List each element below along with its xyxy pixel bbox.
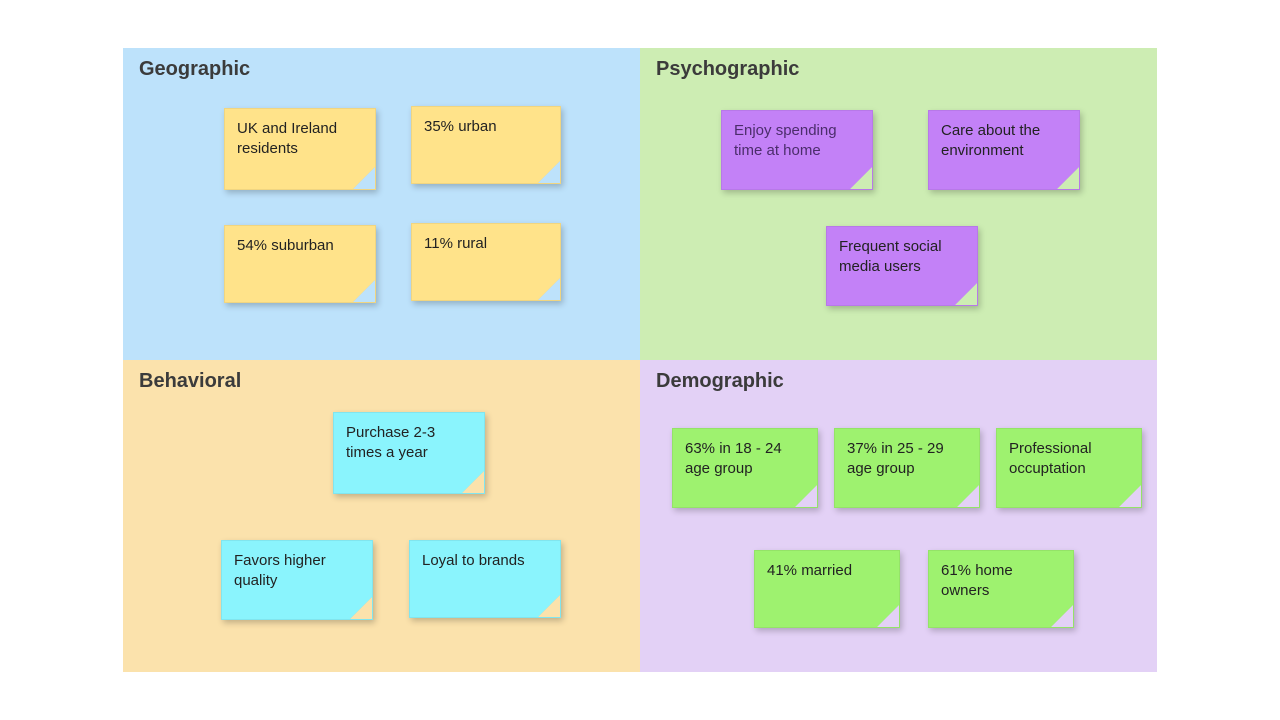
sticky-note-text: 63% in 18 - 24 age group (685, 439, 803, 480)
sticky-note[interactable]: Professional occuptation (996, 428, 1142, 508)
sticky-note[interactable]: Favors higher quality (221, 540, 373, 620)
quadrant-title-behavioral: Behavioral (139, 370, 241, 393)
sticky-note[interactable]: Care about the environment (928, 110, 1080, 190)
note-fold-icon (462, 471, 484, 493)
sticky-note[interactable]: 41% married (754, 550, 900, 628)
quadrant-demographic: Demographic 63% in 18 - 24 age group 37% i… (640, 360, 1157, 672)
quadrant-title-geographic: Geographic (139, 58, 250, 81)
sticky-note-text: Loyal to brands (422, 551, 546, 571)
sticky-note[interactable]: Loyal to brands (409, 540, 561, 618)
sticky-note[interactable]: 35% urban (411, 106, 561, 184)
sticky-note-text: 61% home owners (941, 561, 1059, 602)
note-fold-icon (1057, 167, 1079, 189)
quadrant-psychographic: Psychographic Enjoy spending time at home… (640, 48, 1157, 360)
sticky-note[interactable]: 11% rural (411, 223, 561, 301)
note-fold-icon (877, 605, 899, 627)
quadrant-title-demographic: Demographic (656, 370, 784, 393)
sticky-note-text: Enjoy spending time at home (734, 121, 858, 162)
note-fold-icon (353, 167, 375, 189)
note-fold-icon (538, 595, 560, 617)
sticky-note-text: Frequent social media users (839, 237, 963, 278)
sticky-note[interactable]: Enjoy spending time at home (721, 110, 873, 190)
sticky-note-text: 41% married (767, 561, 885, 581)
sticky-note[interactable]: 54% suburban (224, 225, 376, 303)
sticky-note[interactable]: 61% home owners (928, 550, 1074, 628)
note-fold-icon (350, 597, 372, 619)
sticky-note-text: Purchase 2-3 times a year (346, 423, 470, 464)
note-fold-icon (538, 161, 560, 183)
segmentation-canvas: Geographic UK and Ireland residents 35% ur… (123, 48, 1157, 672)
sticky-note-text: UK and Ireland residents (237, 119, 361, 160)
sticky-note[interactable]: 37% in 25 - 29 age group (834, 428, 980, 508)
note-fold-icon (1119, 485, 1141, 507)
sticky-note-text: 37% in 25 - 29 age group (847, 439, 965, 480)
sticky-note-text: 11% rural (424, 234, 546, 254)
note-fold-icon (538, 278, 560, 300)
note-fold-icon (850, 167, 872, 189)
quadrant-title-psychographic: Psychographic (656, 58, 799, 81)
quadrant-behavioral: Behavioral Purchase 2-3 times a year Favor… (123, 360, 640, 672)
note-fold-icon (795, 485, 817, 507)
sticky-note[interactable]: Purchase 2-3 times a year (333, 412, 485, 494)
note-fold-icon (955, 283, 977, 305)
sticky-note-text: Favors higher quality (234, 551, 358, 592)
note-fold-icon (1051, 605, 1073, 627)
sticky-note[interactable]: Frequent social media users (826, 226, 978, 306)
sticky-note-text: 54% suburban (237, 236, 361, 256)
note-fold-icon (353, 280, 375, 302)
sticky-note[interactable]: UK and Ireland residents (224, 108, 376, 190)
sticky-note-text: Professional occuptation (1009, 439, 1127, 480)
note-fold-icon (957, 485, 979, 507)
sticky-note[interactable]: 63% in 18 - 24 age group (672, 428, 818, 508)
quadrant-geographic: Geographic UK and Ireland residents 35% ur… (123, 48, 640, 360)
sticky-note-text: Care about the environment (941, 121, 1065, 162)
sticky-note-text: 35% urban (424, 117, 546, 137)
